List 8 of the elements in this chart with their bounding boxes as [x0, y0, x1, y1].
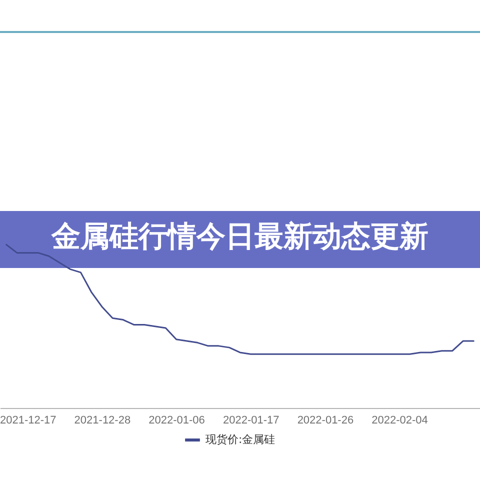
- legend-label: 现货价:金属硅: [206, 433, 276, 446]
- x-tick-label: 2021-12-17: [0, 414, 56, 426]
- x-tick-label: 2021-12-28: [74, 414, 131, 426]
- x-tick-label: 2022-01-26: [297, 414, 354, 426]
- x-tick-label: 2022-02-04: [372, 414, 428, 426]
- chart-title: 金属硅行情今日最新动态更新: [52, 219, 428, 253]
- x-tick-label: 2022-01-17: [222, 414, 280, 426]
- x-tick-label: 2022-01-06: [148, 414, 205, 426]
